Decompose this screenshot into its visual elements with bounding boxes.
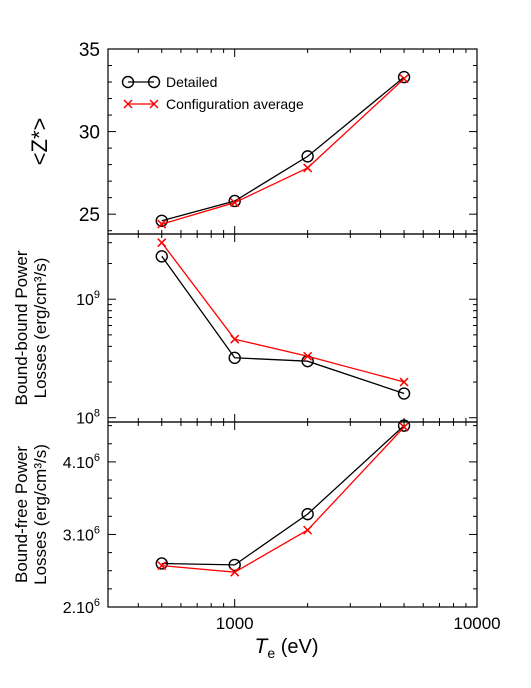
- series-line-configuration-average: [161, 426, 405, 573]
- series-line-detailed: [161, 76, 405, 222]
- series-line-detailed: [161, 255, 405, 395]
- y-tick-label: 30: [79, 123, 100, 144]
- x-tick-label: 10000: [453, 614, 500, 633]
- data-point-configuration-average: [303, 163, 313, 173]
- data-point-configuration-average: [157, 219, 167, 229]
- series-line-configuration-average: [161, 78, 405, 225]
- y-axis-label-line: Losses (erg/cm³/s): [31, 444, 50, 585]
- data-point-configuration-average: [230, 198, 240, 208]
- y-tick-label: 109: [76, 289, 100, 309]
- series-line-detailed: [161, 425, 405, 566]
- panel-3-frame: [107, 421, 478, 608]
- y-tick-label: 35: [79, 40, 100, 61]
- y-axis-label: <Z*>: [27, 118, 52, 166]
- data-point-detailed: [301, 507, 314, 521]
- data-point-detailed: [301, 150, 314, 163]
- data-point-configuration-average: [399, 74, 409, 84]
- x-axis-label: Te (eV): [255, 635, 319, 661]
- data-point-configuration-average: [399, 422, 409, 432]
- legend-marker-detailed: [121, 75, 135, 89]
- data-point-detailed: [155, 250, 168, 263]
- data-point-detailed: [228, 351, 241, 365]
- data-point-configuration-average: [303, 351, 313, 361]
- series-line-configuration-average: [161, 242, 405, 383]
- y-tick-label: 25: [79, 205, 100, 226]
- legend-marker-configuration-average: [149, 99, 159, 109]
- data-point-configuration-average: [399, 377, 409, 387]
- y-tick-label: 2.106: [63, 597, 100, 617]
- data-point-detailed: [155, 557, 168, 570]
- x-tick-label: 1000: [216, 614, 254, 633]
- y-tick-label: 4.106: [63, 452, 100, 472]
- data-point-configuration-average: [157, 561, 167, 571]
- legend-marker-detailed: [147, 75, 161, 89]
- legend-label: Detailed: [166, 74, 217, 90]
- data-point-configuration-average: [303, 525, 313, 535]
- data-point-configuration-average: [230, 334, 240, 344]
- y-axis-label-line: Losses (erg/cm³/s): [31, 258, 50, 399]
- data-point-configuration-average: [157, 238, 167, 248]
- y-tick-label: 3.106: [63, 524, 100, 544]
- legend-marker-configuration-average: [123, 99, 133, 109]
- data-point-detailed: [228, 194, 241, 208]
- data-point-detailed: [228, 558, 241, 572]
- legend-label: Configuration average: [166, 96, 304, 112]
- data-point-detailed: [397, 70, 411, 84]
- panel-1-frame: [107, 48, 478, 235]
- data-point-detailed: [397, 419, 411, 432]
- y-axis-label-line: Bound-bound Power: [12, 250, 31, 405]
- data-point-configuration-average: [230, 567, 240, 577]
- data-point-detailed: [397, 387, 411, 400]
- data-point-detailed: [155, 214, 168, 227]
- y-tick-label: 108: [76, 408, 100, 428]
- y-axis-label-line: Bound-free Power: [12, 446, 31, 583]
